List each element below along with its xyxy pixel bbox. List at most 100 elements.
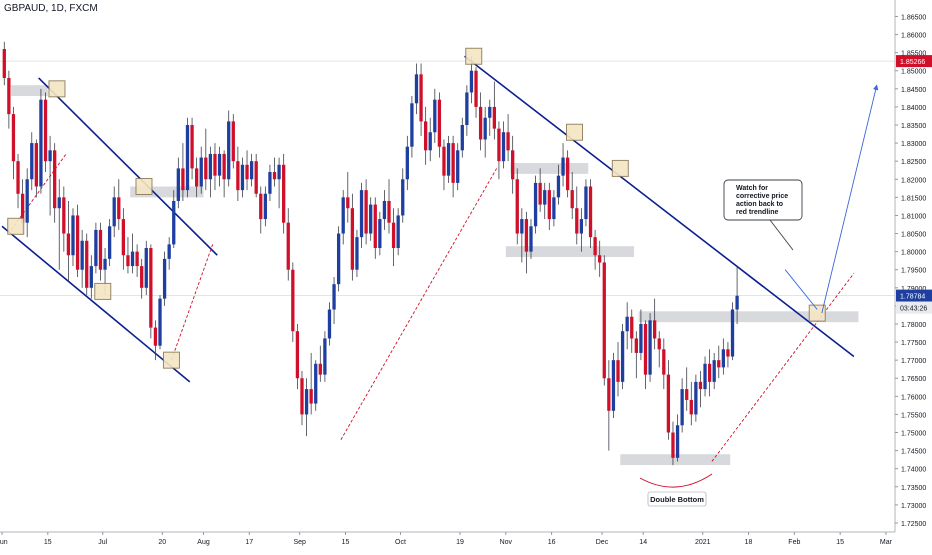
- candle-up: [405, 146, 409, 180]
- candle-up: [561, 157, 565, 176]
- price-tick-label: 1.83000: [901, 141, 926, 148]
- candle-up: [172, 200, 176, 245]
- candle-down: [511, 150, 515, 180]
- candle-down: [126, 255, 130, 267]
- candle-up: [167, 244, 171, 259]
- candle-up: [382, 200, 387, 220]
- candle-down: [75, 215, 80, 270]
- price-tick-label: 1.75000: [901, 431, 926, 438]
- candle-down: [689, 399, 693, 415]
- candle-up: [48, 150, 52, 162]
- support-line: [171, 244, 214, 361]
- candle-up: [304, 389, 309, 415]
- candle-up: [579, 219, 584, 234]
- trendlines: [1, 55, 855, 462]
- candle-up: [488, 106, 492, 118]
- time-tick-label: Sep: [293, 539, 306, 546]
- price-tick-label: 1.73500: [901, 485, 926, 492]
- candle-down: [2, 49, 6, 78]
- candle-down: [140, 266, 144, 288]
- candle-up: [694, 381, 698, 415]
- candle-up: [332, 284, 336, 310]
- candle-up: [433, 99, 437, 133]
- candle-down: [657, 338, 661, 350]
- projection-down-arrow: [784, 269, 818, 310]
- candle-down: [634, 338, 638, 353]
- candle-down: [53, 150, 57, 209]
- price-tick-label: 1.80000: [901, 250, 926, 257]
- candle-down: [570, 190, 574, 209]
- candle-down: [282, 164, 286, 223]
- candle-down: [547, 190, 551, 220]
- candle-down: [286, 222, 290, 270]
- candle-down: [98, 229, 103, 270]
- candle-down: [309, 389, 313, 404]
- candle-down: [181, 168, 185, 191]
- candle-down: [254, 161, 258, 194]
- time-tick-label: Nov: [500, 539, 513, 546]
- price-tick-label: 1.84000: [901, 105, 926, 112]
- candle-up: [112, 197, 116, 227]
- candle-down: [616, 360, 620, 382]
- time-axis[interactable]: Jun 15 Jul 20 Aug 17 Sep 15 Oct 19 Nov 16 Dec 14 2021 1…: [0, 531, 895, 546]
- touch-box: [566, 123, 583, 141]
- watch-callout-line: Watch for: [736, 185, 768, 192]
- candle-down: [121, 219, 126, 256]
- support-line: [10, 153, 67, 231]
- sr-zone: [130, 186, 204, 198]
- touch-box: [135, 178, 153, 196]
- price-tick-label: 1.86000: [901, 33, 926, 40]
- candle-up: [263, 193, 267, 220]
- candle-up: [162, 258, 167, 299]
- candle-up: [369, 204, 373, 234]
- candle-down: [236, 161, 240, 191]
- candle-down: [497, 128, 501, 162]
- candle-up: [30, 143, 34, 180]
- candle-down: [135, 251, 139, 267]
- time-tick-label: Aug: [197, 539, 210, 546]
- chart-title: GBPAUD, 1D, FXCM: [4, 3, 98, 14]
- double-bottom-arc: [639, 473, 713, 488]
- candle-down: [451, 143, 455, 183]
- time-tick-label: Feb: [788, 539, 800, 546]
- sr-zone: [505, 246, 635, 258]
- candle-down: [524, 219, 529, 252]
- candle-down: [117, 197, 121, 220]
- candle-up: [355, 237, 359, 270]
- price-tick-label: 1.86500: [901, 14, 926, 21]
- candle-up: [80, 240, 84, 270]
- time-tick-label: 16: [548, 539, 556, 546]
- candle-up: [71, 215, 75, 256]
- candle-down: [698, 381, 703, 390]
- candle-up: [730, 309, 735, 357]
- candle-up: [520, 219, 524, 234]
- candle-up: [529, 226, 533, 252]
- candle-down: [20, 193, 25, 223]
- candle-down: [515, 179, 519, 234]
- price-tick-label: 1.85000: [901, 69, 926, 76]
- candle-down: [190, 125, 194, 169]
- candle-up: [735, 295, 739, 310]
- price-tick-label: 1.81500: [901, 195, 926, 202]
- candle-down: [373, 204, 377, 249]
- candle-up: [712, 360, 716, 382]
- projection-up-arrow: [821, 84, 879, 314]
- price-tick-label: 1.76000: [901, 394, 926, 401]
- candle-up: [625, 316, 629, 332]
- candle-up: [327, 309, 332, 339]
- candle-up: [533, 182, 538, 227]
- price-tick-label: 1.79000: [901, 286, 926, 293]
- price-tick-label: 1.77500: [901, 340, 926, 347]
- price-tick-label: 1.84500: [901, 87, 926, 94]
- price-axis[interactable]: 1.72500 1.73000 1.73500 1.74000 1.74500 1.750…: [894, 0, 932, 532]
- candle-down: [364, 190, 368, 234]
- candle-down: [195, 168, 199, 187]
- candle-up: [130, 251, 135, 267]
- sr-zone: [620, 454, 731, 466]
- time-tick-label: Jul: [98, 539, 107, 546]
- last-price-label: 1.78784: [900, 294, 925, 301]
- candle-down: [538, 182, 542, 205]
- candle-up: [680, 389, 684, 426]
